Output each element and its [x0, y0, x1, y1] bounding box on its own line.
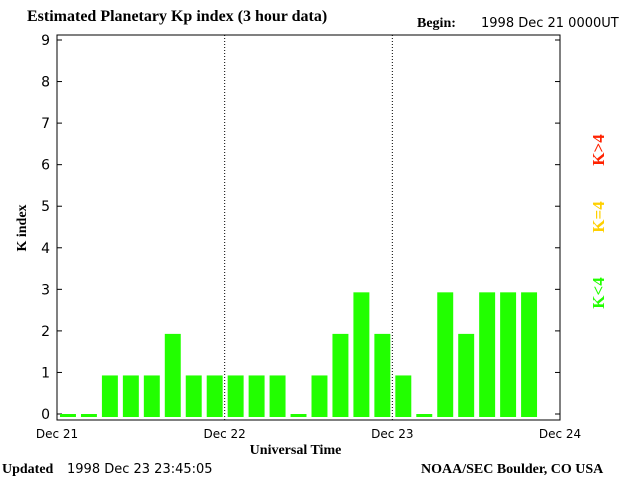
y-tick-label: 5: [41, 199, 50, 215]
y-tick-label: 7: [41, 116, 50, 132]
kp-bar: [416, 414, 433, 417]
kp-bar: [521, 292, 538, 417]
x-tick-label: Dec 24: [539, 427, 581, 441]
kp-bar: [248, 375, 265, 417]
updated-label: Updated: [2, 462, 54, 477]
plot-frame: [56, 34, 561, 421]
begin-label: Begin:: [417, 16, 456, 31]
x-tick-label: Dec 22: [204, 427, 246, 441]
y-tick-label: 1: [41, 365, 50, 381]
y-tick-label: 0: [41, 407, 50, 423]
kp-bar: [311, 375, 328, 417]
kp-bar: [143, 375, 160, 417]
x-tick-label: Dec 23: [371, 427, 413, 441]
kp-bar: [80, 414, 97, 417]
kp-bar: [206, 375, 223, 417]
kp-bar: [395, 375, 412, 417]
chart-title: Estimated Planetary Kp index (3 hour dat…: [27, 8, 328, 25]
kp-bar: [227, 375, 244, 417]
begin-value: 1998 Dec 21 0000UT: [481, 16, 619, 31]
x-tick-label: Dec 21: [36, 427, 78, 441]
kp-bar: [269, 375, 286, 417]
updated-value: 1998 Dec 23 23:45:05: [67, 462, 213, 477]
y-tick-label: 9: [41, 33, 50, 49]
kp-bar: [60, 414, 76, 417]
kp-bar: [437, 292, 454, 417]
y-tick-label: 2: [41, 324, 50, 340]
kp-bar: [290, 414, 307, 417]
kp-bar: [479, 292, 496, 417]
legend-k-greater-than-4: K>4: [589, 134, 608, 166]
kp-bar: [374, 333, 391, 417]
kp-bar: [458, 333, 475, 417]
y-tick-label: 3: [41, 282, 50, 298]
kp-bar: [164, 333, 181, 417]
legend-k-less-than-4: K<4: [589, 277, 608, 309]
credit-text: NOAA/SEC Boulder, CO USA: [421, 462, 604, 477]
y-tick-label: 6: [41, 158, 50, 174]
y-tick-label: 8: [41, 75, 50, 91]
legend-k-equals-4: K=4: [589, 201, 608, 233]
x-axis-label: Universal Time: [250, 443, 342, 458]
plot-area: Dec 21 Dec 22 Dec 23 Dec 24 0 1 2 3 4 5 6 7 8 9 Univer…: [15, 33, 581, 458]
kp-bar: [101, 375, 118, 417]
kp-bar: [122, 375, 139, 417]
y-axis-label: K index: [15, 204, 30, 251]
kp-bar: [332, 333, 349, 417]
y-tick-label: 4: [41, 241, 50, 257]
kp-bar: [353, 292, 370, 417]
kp-bar: [500, 292, 517, 417]
kp-bar: [185, 375, 202, 417]
